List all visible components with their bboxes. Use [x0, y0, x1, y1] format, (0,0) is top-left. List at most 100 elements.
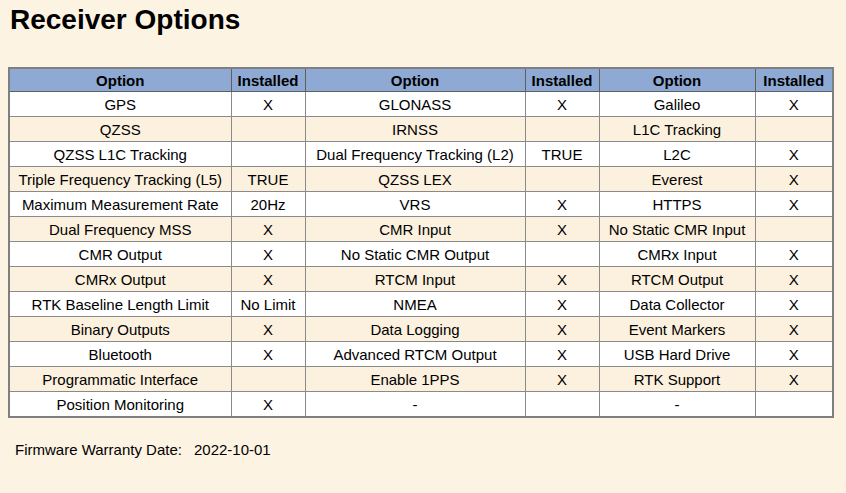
option-cell: L2C [599, 142, 755, 167]
table-row: RTK Baseline Length LimitNo LimitNMEAXDa… [9, 292, 833, 317]
installed-cell: X [231, 267, 305, 292]
installed-cell: X [525, 292, 599, 317]
installed-cell [755, 217, 833, 242]
column-header: Option [599, 68, 755, 92]
table-row: Maximum Measurement Rate20HzVRSXHTTPSX [9, 192, 833, 217]
table-row: BluetoothXAdvanced RTCM OutputXUSB Hard … [9, 342, 833, 367]
installed-cell [525, 167, 599, 192]
option-cell: QZSS LEX [305, 167, 525, 192]
option-cell: - [599, 392, 755, 418]
column-header: Option [9, 68, 231, 92]
installed-cell: X [755, 367, 833, 392]
option-cell: HTTPS [599, 192, 755, 217]
table-row: Binary OutputsXData LoggingXEvent Marker… [9, 317, 833, 342]
installed-cell: X [755, 267, 833, 292]
option-cell: Everest [599, 167, 755, 192]
column-header: Option [305, 68, 525, 92]
table-row: QZSS L1C Tracking Dual Frequency Tracking… [9, 142, 833, 167]
installed-cell: X [755, 292, 833, 317]
installed-cell [755, 117, 833, 142]
option-cell: Dual Frequency Tracking (L2) [305, 142, 525, 167]
option-cell: Programmatic Interface [9, 367, 231, 392]
option-cell: GPS [9, 92, 231, 117]
table-body: GPSXGLONASSXGalileoXQZSSIRNSSL1C Trackin… [9, 92, 833, 418]
option-cell: NMEA [305, 292, 525, 317]
option-cell: Bluetooth [9, 342, 231, 367]
installed-cell: TRUE [525, 142, 599, 167]
option-cell: CMR Input [305, 217, 525, 242]
installed-cell: X [755, 142, 833, 167]
installed-cell: X [525, 217, 599, 242]
option-cell: CMRx Output [9, 267, 231, 292]
installed-cell: X [755, 242, 833, 267]
option-cell: Binary Outputs [9, 317, 231, 342]
option-cell: Event Markers [599, 317, 755, 342]
option-cell: Position Monitoring [9, 392, 231, 418]
installed-cell: X [231, 342, 305, 367]
option-cell: QZSS L1C Tracking [9, 142, 231, 167]
firmware-warranty-line: Firmware Warranty Date: 2022-10-01 [15, 441, 846, 458]
installed-cell: X [525, 342, 599, 367]
option-cell: No Static CMR Output [305, 242, 525, 267]
firmware-warranty-label: Firmware Warranty Date: [15, 441, 182, 458]
table-row: Position MonitoringX-- [9, 392, 833, 418]
option-cell: GLONASS [305, 92, 525, 117]
option-cell: CMR Output [9, 242, 231, 267]
table-row: QZSS IRNSS L1C Tracking [9, 117, 833, 142]
installed-cell: X [525, 317, 599, 342]
option-cell: IRNSS [305, 117, 525, 142]
table-row: GPSXGLONASSXGalileoX [9, 92, 833, 117]
installed-cell: X [525, 92, 599, 117]
installed-cell: X [755, 167, 833, 192]
page-title: Receiver Options [0, 0, 846, 36]
installed-cell: X [525, 367, 599, 392]
installed-cell [755, 392, 833, 418]
installed-cell: X [231, 317, 305, 342]
column-header: Installed [525, 68, 599, 92]
option-cell: QZSS [9, 117, 231, 142]
option-cell: Data Logging [305, 317, 525, 342]
option-cell: - [305, 392, 525, 418]
option-cell: Dual Frequency MSS [9, 217, 231, 242]
installed-cell: X [755, 342, 833, 367]
installed-cell: X [525, 192, 599, 217]
installed-cell: X [231, 242, 305, 267]
option-cell: Data Collector [599, 292, 755, 317]
receiver-options-table: OptionInstalledOptionInstalledOptionInst… [8, 67, 834, 418]
table-row: Dual Frequency MSSXCMR InputXNo Static C… [9, 217, 833, 242]
option-cell: Triple Frequency Tracking (L5) [9, 167, 231, 192]
installed-cell: X [755, 92, 833, 117]
installed-cell [525, 392, 599, 418]
installed-cell [231, 117, 305, 142]
installed-cell: X [525, 267, 599, 292]
option-cell: L1C Tracking [599, 117, 755, 142]
option-cell: RTK Baseline Length Limit [9, 292, 231, 317]
installed-cell: 20Hz [231, 192, 305, 217]
table-row: Triple Frequency Tracking (L5)TRUEQZSS L… [9, 167, 833, 192]
installed-cell [231, 142, 305, 167]
option-cell: RTCM Input [305, 267, 525, 292]
option-cell: Enable 1PPS [305, 367, 525, 392]
installed-cell: X [231, 92, 305, 117]
firmware-warranty-date: 2022-10-01 [194, 441, 271, 458]
installed-cell: X [755, 192, 833, 217]
installed-cell: X [231, 217, 305, 242]
column-header: Installed [755, 68, 833, 92]
table-header-row: OptionInstalledOptionInstalledOptionInst… [9, 68, 833, 92]
installed-cell [525, 242, 599, 267]
column-header: Installed [231, 68, 305, 92]
option-cell: USB Hard Drive [599, 342, 755, 367]
option-cell: No Static CMR Input [599, 217, 755, 242]
installed-cell [231, 367, 305, 392]
option-cell: Galileo [599, 92, 755, 117]
option-cell: Maximum Measurement Rate [9, 192, 231, 217]
table-row: CMRx OutputXRTCM InputXRTCM OutputX [9, 267, 833, 292]
option-cell: RTK Support [599, 367, 755, 392]
installed-cell: X [755, 317, 833, 342]
option-cell: Advanced RTCM Output [305, 342, 525, 367]
installed-cell [525, 117, 599, 142]
table-row: CMR OutputXNo Static CMR OutputCMRx Inpu… [9, 242, 833, 267]
option-cell: CMRx Input [599, 242, 755, 267]
installed-cell: TRUE [231, 167, 305, 192]
option-cell: VRS [305, 192, 525, 217]
